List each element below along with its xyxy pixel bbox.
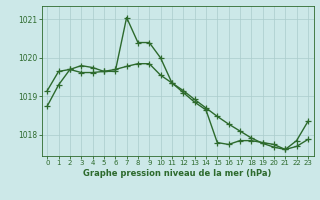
X-axis label: Graphe pression niveau de la mer (hPa): Graphe pression niveau de la mer (hPa) <box>84 169 272 178</box>
